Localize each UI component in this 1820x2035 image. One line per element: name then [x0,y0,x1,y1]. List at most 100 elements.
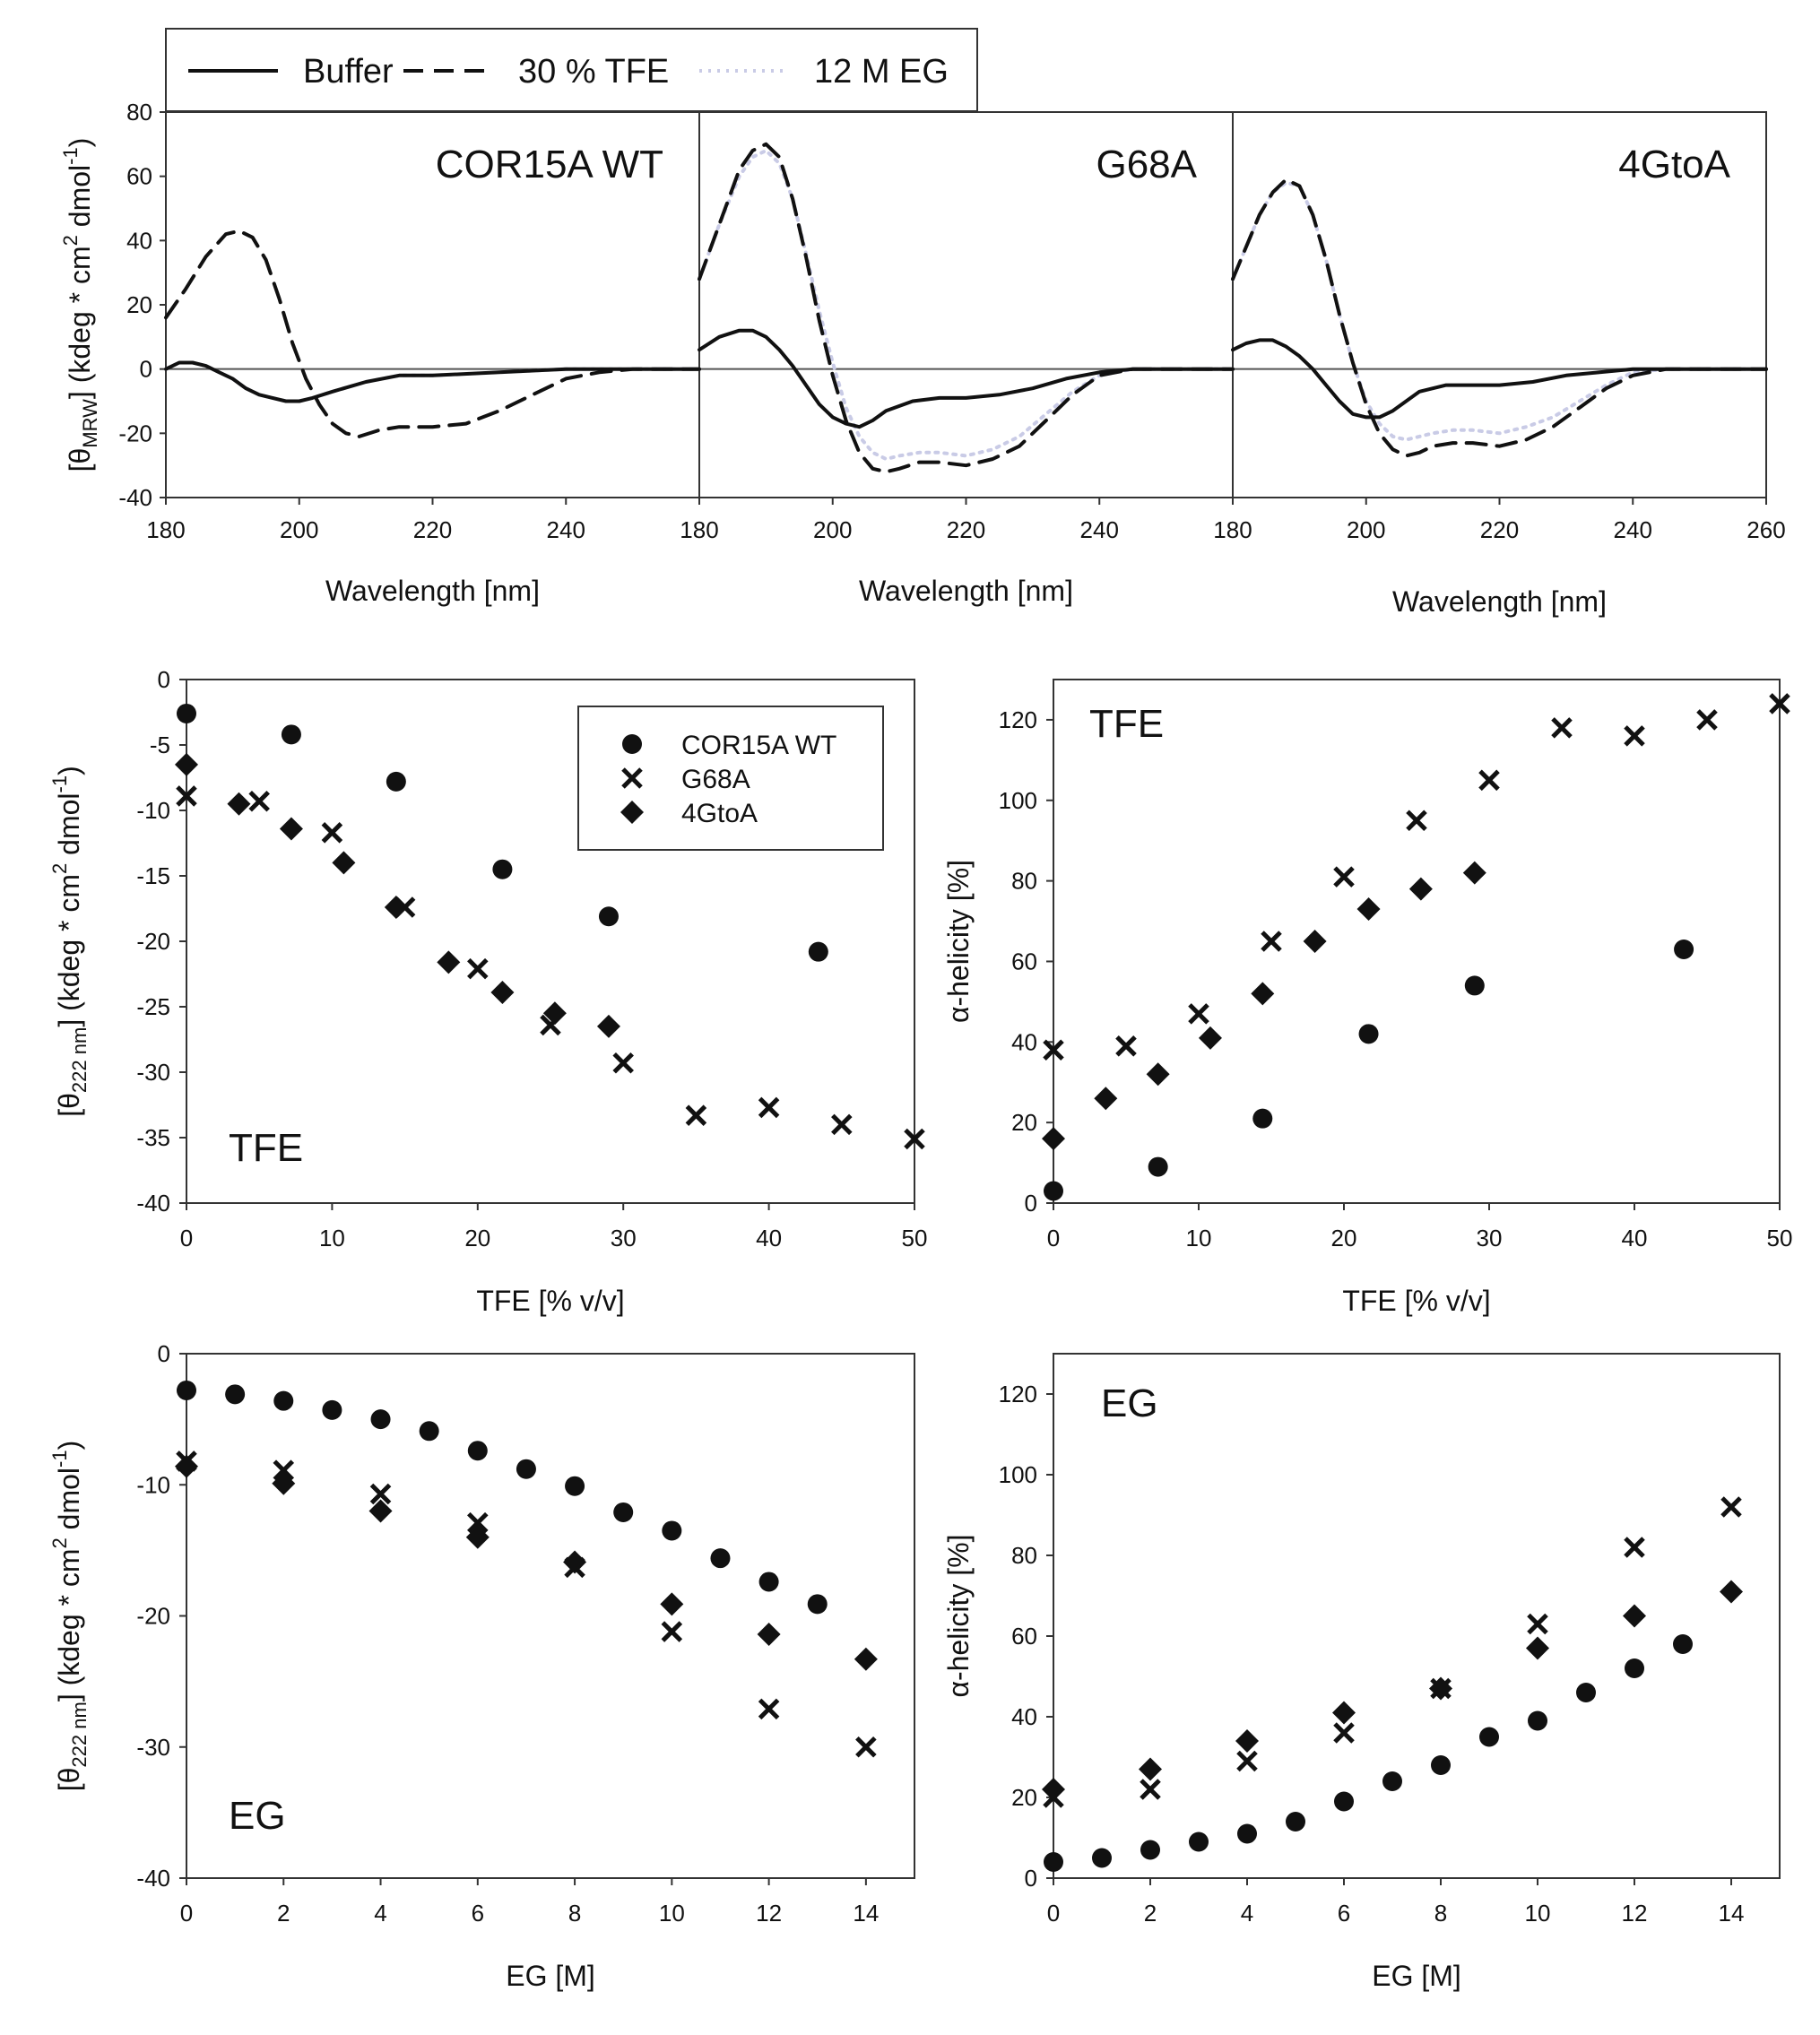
series-line-buffer [698,328,1235,429]
data-point [1261,931,1282,952]
x-tick-label: 50 [1767,1225,1793,1251]
x-tick-label: 6 [472,1900,484,1927]
data-point [1189,1832,1209,1852]
ylabel-main: [θ [64,448,96,472]
x-tick-label: 40 [756,1225,782,1251]
data-point [516,1459,536,1479]
x-axis-title: Wavelength [nm] [1392,585,1607,618]
series-4gtoa [175,1454,878,1671]
legend-marker [622,734,642,754]
data-point [177,703,196,723]
data-point [661,1621,683,1642]
y-tick-label: 60 [1011,948,1037,974]
data-point [1252,1108,1273,1129]
data-point [542,1001,567,1026]
ylabel-unit: dmol [64,165,96,235]
data-point [1464,975,1485,996]
series-line-buffer [1231,338,1768,420]
data-point [1528,1710,1547,1731]
data-point [1624,1537,1645,1558]
y-tick-label: 20 [1011,1784,1037,1811]
data-point [1043,1039,1064,1061]
ylabel-subscript: MRW [79,399,101,448]
x-stroke [1333,1722,1355,1744]
x-axis-title: TFE [% v/v] [1342,1285,1490,1317]
ylabel-rest: ] (kdeg * cm [64,246,96,399]
x-tick-label: 180 [1213,516,1252,543]
data-point [273,1390,294,1411]
series-line-30-tfe [164,229,701,438]
x-tick-label: 50 [902,1225,928,1251]
x-stroke [1043,1039,1064,1061]
data-point [563,1550,587,1574]
spectra-panel: 180 200 220 240 260 Wavelength [nm] 4GtoA [1213,143,1785,618]
y-tick-label: -40 [118,484,152,511]
data-point [437,950,461,974]
data-point [1140,1840,1160,1860]
y-tick-label: -5 [150,732,170,758]
data-point [1431,1755,1451,1775]
x-stroke [1720,1496,1742,1518]
data-point [1696,709,1718,731]
x-tick-label: 8 [1434,1900,1447,1927]
series-4gtoa [1042,861,1486,1151]
data-point [279,817,303,841]
x-stroke [467,1511,489,1534]
ylabel-superscript: 2 [48,1537,71,1548]
data-point [227,792,251,816]
data-point [1382,1771,1402,1791]
data-point [598,906,619,927]
x-tick-label: 6 [1338,1900,1350,1927]
data-point [1042,1778,1065,1801]
ylabel-main: [θ [53,1768,85,1792]
data-point [758,1698,780,1720]
ylabel-rest: ] (kdeg * cm [53,1548,85,1702]
ylabel-close: ) [53,766,85,775]
x-tick-label: 240 [547,516,585,543]
y-tick-label: 60 [126,163,152,190]
x-axis-title: Wavelength [nm] [859,575,1073,607]
legend-box [165,28,978,112]
y-axis-title: [θ222 nm] (kdeg * cm2 dmol-1) [48,1441,91,1792]
x-tick-label: 220 [413,516,452,543]
y-tick-label: -35 [136,1124,170,1151]
data-point [225,1384,246,1405]
data-point [467,957,489,980]
series-cor15a-wt [1044,1634,1693,1872]
y-tick-label: -40 [136,1865,170,1892]
data-point [1406,810,1427,831]
x-stroke [1551,717,1573,739]
panel-title: COR15A WT [436,143,663,186]
x-stroke [758,1698,780,1720]
data-point [1673,1634,1693,1654]
x-stroke [1140,1779,1161,1800]
x-tick-label: 2 [1144,1900,1157,1927]
x-tick-label: 240 [1080,516,1119,543]
ylabel-unit: dmol [53,792,85,862]
data-point [1236,1750,1258,1772]
legend-label: 30 % TFE [518,53,669,91]
data-point [612,1052,634,1074]
x-axis-title: TFE [% v/v] [476,1285,624,1317]
data-point [1551,717,1573,739]
y-tick-label: -30 [136,1734,170,1761]
data-point [1092,1848,1112,1868]
panel-title: 4GtoA [1618,143,1730,186]
data-point [710,1548,731,1569]
x-axis-title: EG [M] [506,1960,595,1992]
x-tick-label: 14 [1719,1900,1745,1927]
data-point [1286,1812,1305,1832]
data-point [1625,1658,1644,1678]
data-point [904,1128,925,1150]
series-cor15a-wt [1044,939,1694,1201]
data-point [1146,1062,1170,1087]
x-stroke [273,1459,295,1481]
x-tick-label: 8 [568,1900,581,1927]
series-cor15a-wt [177,1380,828,1615]
data-point [1139,1757,1162,1781]
data-point [1333,866,1355,888]
data-point [248,791,270,812]
y-tick-label: -15 [136,862,170,889]
x-stroke [248,791,270,812]
data-point [1356,897,1381,922]
